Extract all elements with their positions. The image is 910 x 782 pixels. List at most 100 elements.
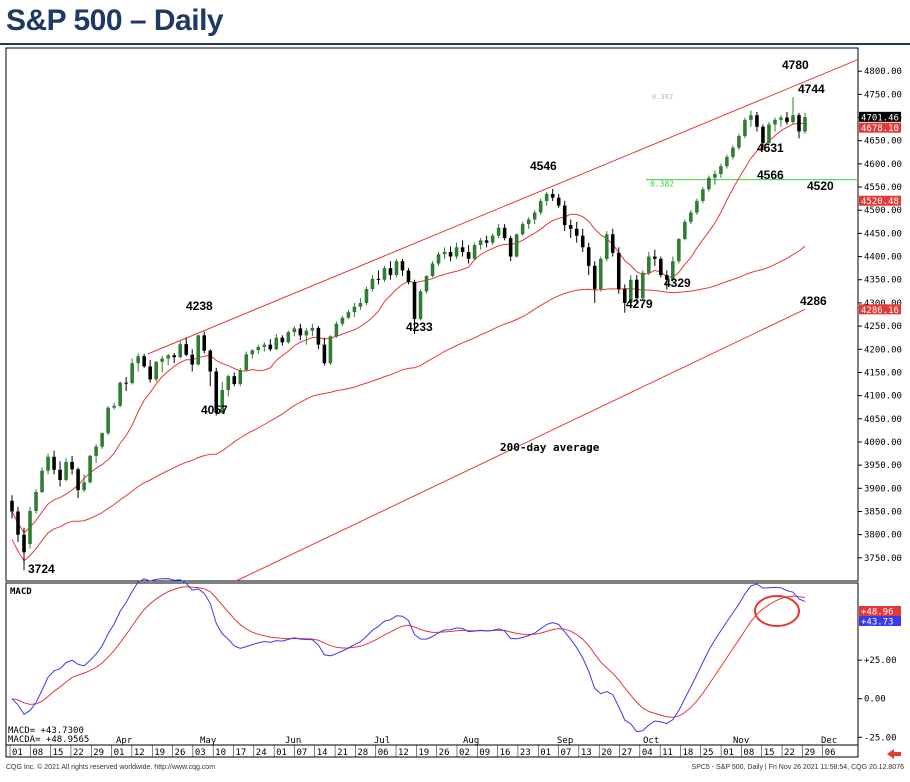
candle-body <box>719 166 723 175</box>
candle-body <box>208 350 213 372</box>
macd-value-tag <box>859 616 901 626</box>
candle-body <box>598 258 603 290</box>
price-tick-label: 4000.00 <box>864 438 902 448</box>
price-tick-label: 4600.00 <box>864 160 902 170</box>
x-tick-label: 14 <box>317 748 328 758</box>
scroll-right-arrow-icon[interactable] <box>887 749 901 759</box>
x-tick-label: 17 <box>235 748 246 758</box>
candle-body <box>370 278 375 290</box>
candle-body <box>64 461 68 480</box>
x-tick-label: 01 <box>114 748 125 758</box>
macd-y-axis: -25.00 0.00 +25.00 <box>858 656 897 743</box>
candle-body <box>34 492 38 512</box>
price-tick-label: 4550.00 <box>864 183 902 193</box>
price-tick-label: 4200.00 <box>864 345 902 355</box>
candle-body <box>220 390 225 413</box>
month-label: Jun <box>285 736 301 746</box>
footer-copyright: CQG Inc. © 2021 All rights reserved worl… <box>6 764 216 771</box>
candle-body <box>641 272 645 299</box>
candle-body <box>550 193 555 198</box>
x-tick-label: 18 <box>682 748 693 758</box>
annotation-4329: 4329 <box>664 276 691 290</box>
candle-body <box>586 247 591 266</box>
candle-body <box>683 221 687 239</box>
month-label: Aug <box>463 736 479 746</box>
x-tick-label: 01 <box>12 748 23 758</box>
candle-body <box>280 337 285 343</box>
candle-body <box>400 261 405 271</box>
price-tick-label: 4100.00 <box>864 392 902 402</box>
candle-body <box>316 327 321 345</box>
x-tick-label: 01 <box>276 748 287 758</box>
x-tick-label: 20 <box>601 748 612 758</box>
candle-body <box>274 337 279 350</box>
price-tick-label: 4500.00 <box>864 206 902 216</box>
candle-body <box>466 251 471 259</box>
candle-body <box>340 317 345 324</box>
candle-body <box>665 275 669 280</box>
candle-body <box>202 335 207 351</box>
candle-body <box>556 197 561 206</box>
candle-body <box>310 327 315 331</box>
candle-body <box>761 126 765 144</box>
candle-body <box>196 335 201 365</box>
price-tick-label: 3800.00 <box>864 531 902 541</box>
price-tick-label: 4400.00 <box>864 253 902 263</box>
x-tick-label: 11 <box>662 748 673 758</box>
candle-body <box>100 433 104 447</box>
candle-body <box>785 117 789 123</box>
candle-body <box>388 268 393 276</box>
candle-body <box>16 511 20 535</box>
annotation-4057: 4057 <box>201 403 228 417</box>
x-tick-label: 22 <box>784 748 795 758</box>
candle-body <box>508 238 513 257</box>
annotation-4744: 4744 <box>798 82 825 96</box>
candle-body <box>130 363 134 384</box>
candle-body <box>520 224 525 235</box>
annotation-4546: 4546 <box>530 159 557 173</box>
candle-body <box>803 117 807 132</box>
medium-moving-average-line <box>11 245 806 562</box>
x-tick-label: 26 <box>175 748 186 758</box>
candle-body <box>10 500 14 512</box>
candle-body <box>689 212 693 222</box>
x-tick-label: 27 <box>622 748 633 758</box>
month-label: Dec <box>821 736 837 746</box>
macda-legend: MACDA= +48.9565 <box>8 735 89 745</box>
x-tick-label: 19 <box>154 748 165 758</box>
candle-body <box>112 405 116 408</box>
x-tick-label: 10 <box>215 748 226 758</box>
candle-body <box>382 268 387 280</box>
price-tag-label: 4678.10 <box>861 124 899 134</box>
annotation-4233: 4233 <box>406 320 433 334</box>
candle-body <box>364 289 369 303</box>
candle-body <box>478 240 483 245</box>
macd-tick-label: +25.00 <box>864 656 897 666</box>
candle-body <box>376 278 381 280</box>
candle-body <box>268 344 273 350</box>
candle-body <box>82 482 86 491</box>
candle-body <box>514 234 519 257</box>
price-tag-label: 4520.48 <box>861 197 899 207</box>
candle-body <box>94 446 98 456</box>
candle-body <box>628 279 633 303</box>
month-label: Apr <box>116 736 133 746</box>
price-tick-label: 4650.00 <box>864 137 902 147</box>
x-axis: 01 08 15 22 29 01 12 19 26 03 10 17 24 01 07 14 21 28 06 12… <box>9 736 837 758</box>
x-tick-label: 03 <box>195 748 206 758</box>
candle-body <box>737 136 741 148</box>
candle-body <box>460 247 465 252</box>
price-tick-label: 4150.00 <box>864 368 902 378</box>
x-tick-label: 23 <box>520 748 531 758</box>
candle-body <box>544 193 549 201</box>
price-tick-label: 4050.00 <box>864 415 902 425</box>
candle-body <box>226 376 231 391</box>
candle-body <box>124 382 128 384</box>
ma200-label: 200-day average <box>500 441 600 454</box>
x-tick-label: 16 <box>500 748 511 758</box>
x-tick-label: 19 <box>418 748 429 758</box>
candle-body <box>424 276 429 292</box>
candle-body <box>574 228 579 236</box>
annotation-4520: 4520 <box>807 179 834 193</box>
candle-body <box>767 124 771 144</box>
